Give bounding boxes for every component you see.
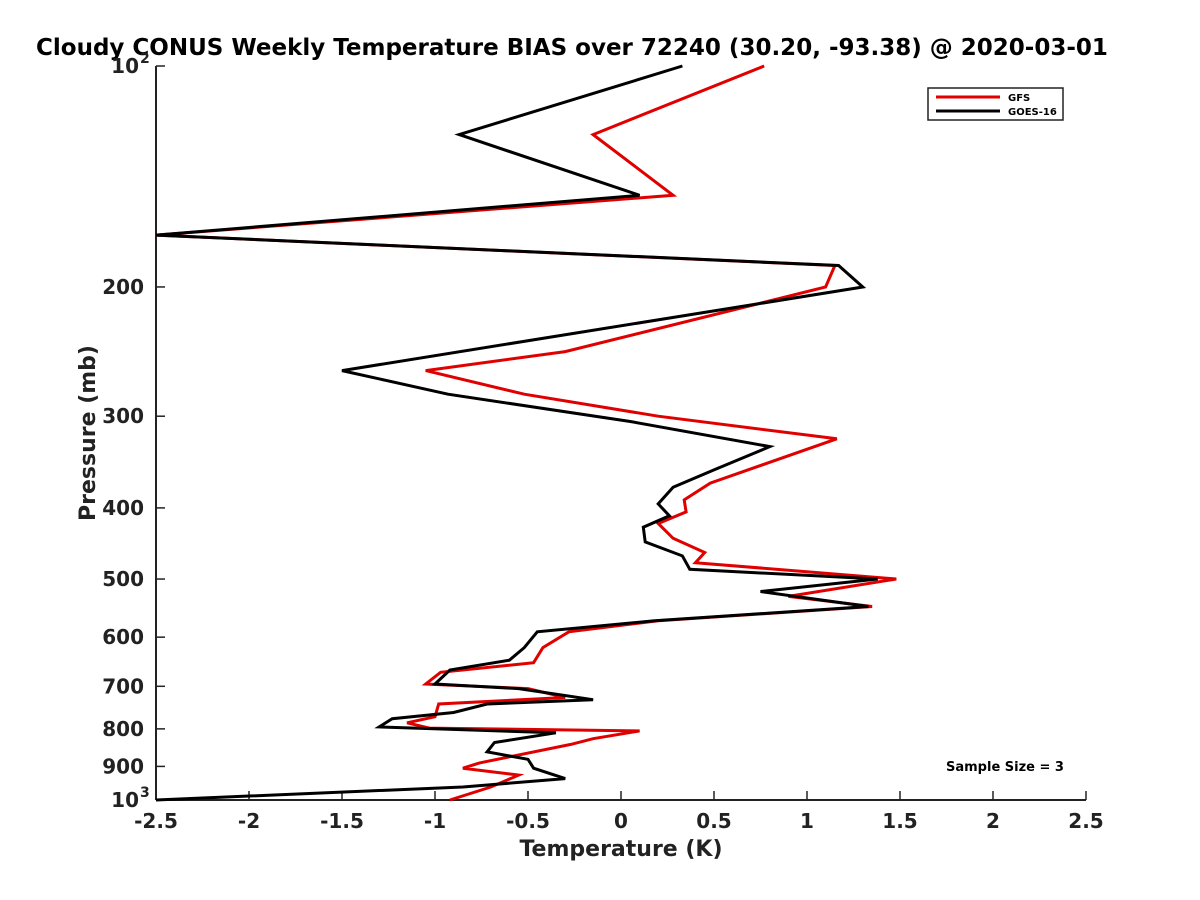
plot-area [155, 66, 1086, 801]
series-group [155, 64, 897, 802]
y-tick-label: 800 [102, 717, 144, 741]
legend: GFS GOES-16 [927, 87, 1064, 121]
y-tick-exponent: 3 [140, 785, 150, 801]
x-tick-label: 1.5 [882, 809, 917, 833]
series-line-goes16 [155, 64, 878, 802]
y-tick-exponent: 2 [140, 51, 150, 67]
sample-size-annotation: Sample Size = 3 [946, 760, 1064, 775]
x-tick-label: 0 [614, 809, 628, 833]
x-ticks: -2.5 -2 -1.5 -1 -0.5 0 0.5 1 1.5 2 2.5 [134, 791, 1104, 833]
y-tick-label: 700 [102, 674, 144, 698]
x-tick-label: 2.5 [1068, 809, 1103, 833]
chart-title: Cloudy CONUS Weekly Temperature BIAS ove… [36, 35, 1108, 61]
y-tick-label: 200 [102, 275, 144, 299]
y-tick-label: 10 [111, 788, 139, 812]
x-tick-label: -1.5 [320, 809, 364, 833]
y-axis-label: Pressure (mb) [76, 345, 101, 521]
x-tick-label: -2 [238, 809, 260, 833]
y-tick-label: 400 [102, 496, 144, 520]
y-tick-label: 500 [102, 567, 144, 591]
x-axis-label: Temperature (K) [519, 837, 722, 862]
y-tick-label: 10 [111, 54, 139, 78]
y-tick-label: 300 [102, 404, 144, 428]
legend-label-gfs: GFS [1008, 93, 1030, 104]
x-tick-label: -0.5 [506, 809, 550, 833]
y-tick-label: 600 [102, 625, 144, 649]
x-tick-label: 2 [986, 809, 1000, 833]
legend-label-goes16: GOES-16 [1008, 107, 1057, 118]
legend-box [927, 87, 1064, 121]
x-tick-label: -2.5 [134, 809, 178, 833]
y-tick-label: 900 [102, 754, 144, 778]
x-tick-label: -1 [424, 809, 446, 833]
x-tick-label: 1 [800, 809, 814, 833]
series-line-gfs [155, 64, 897, 802]
x-tick-label: 0.5 [696, 809, 731, 833]
